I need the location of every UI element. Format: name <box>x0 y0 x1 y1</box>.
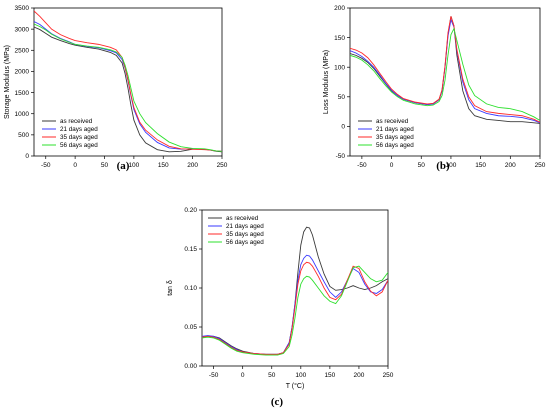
x-tick-label: 150 <box>475 162 486 169</box>
y-tick-label: 0 <box>341 124 345 131</box>
legend-label: as received <box>376 118 409 125</box>
y-axis-title: Loss Modulus (MPa) <box>323 50 330 114</box>
tan-delta-chart: -50 0 50 100 150 200 250 0.00 0.05 0.10 0.15 0.20 T … <box>167 207 394 390</box>
series-line-as-received <box>202 226 388 355</box>
y-tick-label: 3000 <box>15 26 30 33</box>
legend-label: 56 days aged <box>60 142 98 149</box>
x-tick-label: 100 <box>295 372 306 379</box>
legend-label: 56 days aged <box>226 239 264 246</box>
legend-label: 21 days aged <box>60 126 98 133</box>
y-tick-label: 0.10 <box>184 285 197 292</box>
x-tick-label: 50 <box>418 162 426 169</box>
y-tick-label: 200 <box>334 5 345 12</box>
legend-label: as received <box>60 118 93 125</box>
y-tick-label: 1500 <box>15 90 30 97</box>
x-tick-label: 0 <box>73 162 77 169</box>
x-tick-label: 250 <box>535 162 546 169</box>
series-line-35-days-aged <box>350 16 540 123</box>
legend-label: 21 days aged <box>226 223 264 230</box>
series-line-56-days-aged <box>350 27 540 121</box>
panel-label-b: (b) <box>436 160 450 172</box>
y-tick-label: -50 <box>336 153 346 160</box>
legend-label: 56 days aged <box>376 142 414 149</box>
x-tick-label: 250 <box>217 162 228 169</box>
legend-label: 35 days aged <box>60 134 98 141</box>
y-tick-label: 0 <box>25 153 29 160</box>
y-tick-label: 0.20 <box>184 207 197 214</box>
y-tick-label: 0.15 <box>184 246 197 253</box>
x-tick-label: -50 <box>209 372 219 379</box>
x-tick-label: 50 <box>268 372 276 379</box>
panel-label-a: (a) <box>116 160 130 172</box>
x-axis-title: T (°C) <box>286 382 305 390</box>
series-line-35-days-aged <box>34 10 222 152</box>
y-tick-label: 2000 <box>15 69 30 76</box>
x-tick-label: 150 <box>158 162 169 169</box>
x-tick-label: 100 <box>128 162 139 169</box>
storage-modulus-chart: -50 0 50 100 150 200 2500500100015002000250030… <box>4 5 228 169</box>
y-tick-label: 100 <box>334 64 345 71</box>
x-tick-label: 200 <box>505 162 516 169</box>
plot-frame <box>33 7 223 157</box>
x-tick-label: -50 <box>357 162 367 169</box>
x-tick-label: 200 <box>187 162 198 169</box>
series-line-35-days-aged <box>202 261 388 355</box>
y-tick-label: 2500 <box>15 47 30 54</box>
y-tick-label: 50 <box>338 94 346 101</box>
legend-label: as received <box>226 215 259 222</box>
legend-label: 21 days aged <box>376 126 414 133</box>
y-tick-label: 0.05 <box>184 324 197 331</box>
series-line-21-days-aged <box>202 254 388 355</box>
y-tick-label: 3500 <box>15 5 30 12</box>
x-tick-label: 200 <box>354 372 365 379</box>
x-tick-label: -50 <box>41 162 51 169</box>
series-line-56-days-aged <box>34 23 222 152</box>
x-tick-label: 150 <box>324 372 335 379</box>
y-tick-label: 0.00 <box>184 363 197 370</box>
x-tick-label: 0 <box>241 372 245 379</box>
x-tick-label: 250 <box>383 372 394 379</box>
x-tick-label: 0 <box>390 162 394 169</box>
legend-label: 35 days aged <box>376 134 414 141</box>
x-tick-label: 100 <box>446 162 457 169</box>
y-tick-label: 500 <box>18 132 29 139</box>
x-tick-label: 50 <box>101 162 109 169</box>
y-tick-label: 1000 <box>15 111 30 118</box>
y-tick-label: 150 <box>334 35 345 42</box>
plot-frame <box>349 7 541 157</box>
series-line-56-days-aged <box>202 265 388 356</box>
legend-label: 35 days aged <box>226 231 264 238</box>
y-axis-title: Storage Modulus (MPa) <box>4 45 11 119</box>
y-axis-title: tan δ <box>167 280 174 296</box>
panel-label-c: (c) <box>270 396 284 408</box>
